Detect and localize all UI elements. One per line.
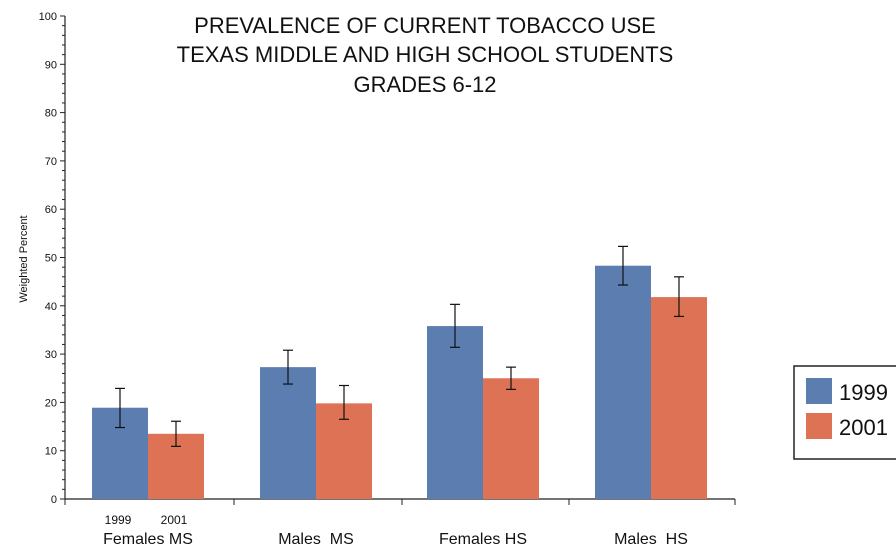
- y-tick-label: 50: [45, 253, 57, 265]
- title-line-3: GRADES 6-12: [353, 72, 496, 97]
- x-axis: [64, 498, 736, 505]
- y-tick-label: 80: [45, 108, 57, 120]
- legend-label-1999: 1999: [839, 380, 888, 405]
- y-tick-label: 60: [45, 204, 57, 216]
- bars: [92, 265, 707, 499]
- y-tick-label: 70: [45, 156, 57, 168]
- legend: 1999 2001: [793, 365, 896, 460]
- legend-label-2001: 2001: [839, 415, 888, 440]
- error-bars: [115, 245, 684, 447]
- y-tick-label: 40: [45, 301, 57, 313]
- title-line-2: TEXAS MIDDLE AND HIGH SCHOOL STUDENTS: [177, 42, 674, 67]
- y-tick-label: 90: [45, 59, 57, 71]
- bar-1999-3: [595, 265, 651, 499]
- legend-swatch-2001: [806, 413, 832, 439]
- bar-2001-2: [483, 378, 539, 499]
- bar-1999-2: [427, 326, 483, 499]
- year-label: 1999: [105, 513, 132, 527]
- title-line-1: PREVALENCE OF CURRENT TOBACCO USE: [194, 13, 656, 38]
- category-labels: Females MS Males MS Females HS Males HS 1999…: [103, 513, 688, 548]
- bar-2001-3: [651, 297, 707, 499]
- legend-swatch-1999: [806, 378, 832, 404]
- y-tick-label: 30: [45, 349, 57, 361]
- chart-title: PREVALENCE OF CURRENT TOBACCO USE TEXAS …: [177, 13, 674, 97]
- year-label: 2001: [161, 513, 188, 527]
- y-axis-label: Weighted Percent: [18, 215, 30, 302]
- y-tick-label: 10: [45, 446, 57, 458]
- category-label: Males HS: [614, 531, 688, 548]
- bar-1999-1: [260, 367, 316, 499]
- category-label: Females MS: [103, 531, 193, 548]
- y-tick-label: 20: [45, 397, 57, 409]
- category-label: Males MS: [278, 531, 354, 548]
- y-tick-label: 0: [51, 494, 57, 506]
- y-axis: 0 10 20 30 40 50 60 70 80 90 100: [39, 11, 66, 506]
- y-tick-label: 100: [39, 11, 57, 23]
- category-label: Females HS: [439, 531, 527, 548]
